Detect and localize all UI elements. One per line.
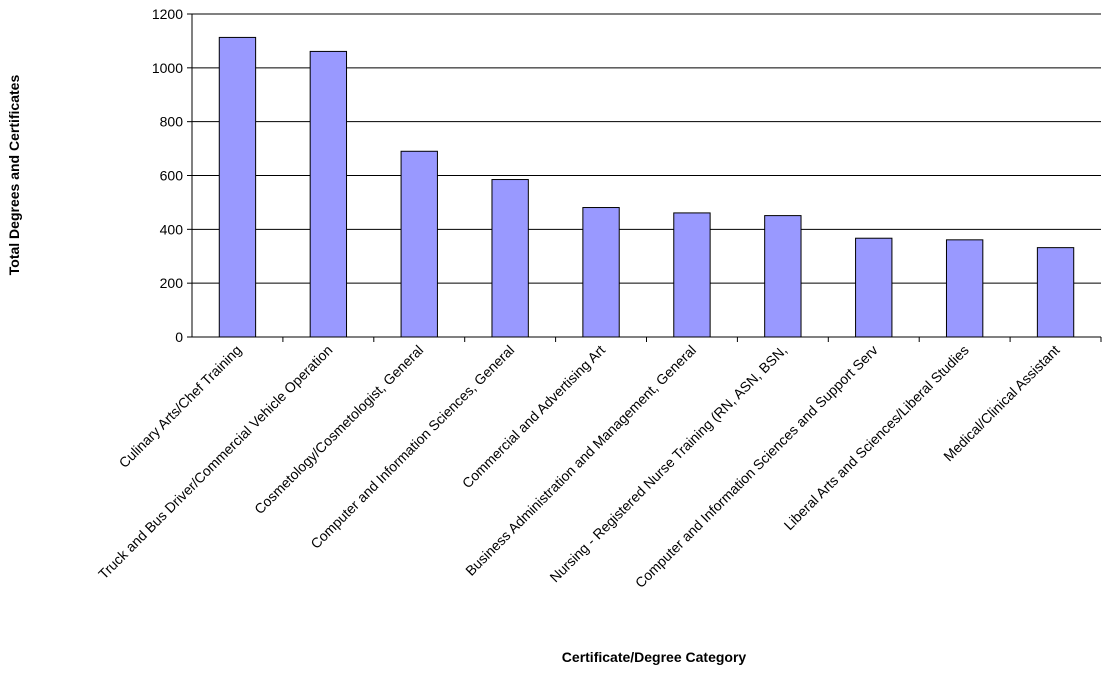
x-category-label: Computer and Information Sciences, Gener…: [307, 342, 517, 552]
bar: [764, 215, 802, 338]
y-tick-label: 200: [160, 275, 184, 291]
y-tick-label: 0: [175, 329, 183, 345]
y-tick-label: 800: [160, 114, 184, 130]
y-tick-label: 1200: [152, 6, 183, 22]
bar: [218, 36, 257, 338]
x-axis-title: Certificate/Degree Category: [562, 649, 747, 665]
bar: [855, 237, 893, 338]
x-category-label: Commercial and Advertising Art: [459, 342, 608, 491]
y-axis-title: Total Degrees and Certificates: [6, 75, 22, 276]
bar: [400, 150, 438, 338]
bar: [673, 212, 711, 338]
bars: [218, 36, 1075, 338]
bar: [945, 239, 984, 338]
y-tick-label: 600: [160, 168, 184, 184]
bar: [582, 207, 620, 338]
y-tick-label: 400: [160, 221, 184, 237]
x-category-label: Cosmetology/Cosmetologist, General: [251, 342, 426, 517]
bar: [309, 50, 348, 338]
bar: [491, 179, 529, 338]
y-tick-label: 1000: [152, 60, 183, 76]
axes: [187, 13, 1102, 342]
bar: [1036, 247, 1075, 338]
x-category-label: Liberal Arts and Sciences/Liberal Studie…: [781, 342, 972, 533]
